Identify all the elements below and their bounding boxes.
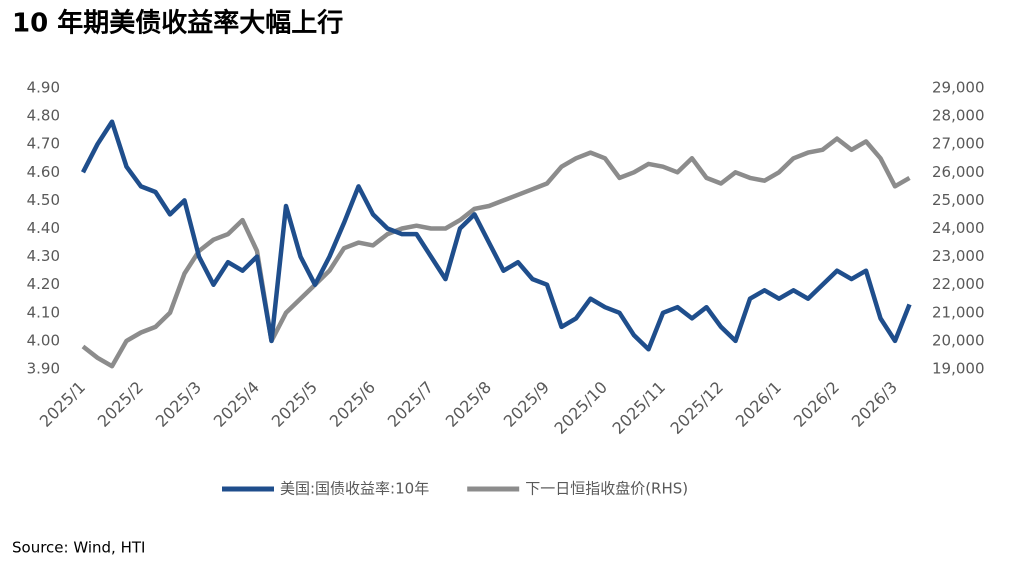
- y-tick-label: 4.00: [27, 331, 60, 349]
- x-tick-label: 2025/1: [36, 378, 89, 431]
- y2-tick-label: 20,000: [932, 331, 985, 349]
- y-tick-label: 4.10: [27, 303, 60, 321]
- x-tick-label: 2026/3: [848, 378, 901, 431]
- x-tick-label: 2025/8: [442, 378, 495, 431]
- y2-tick-label: 28,000: [932, 107, 985, 125]
- y2-tick-label: 29,000: [932, 79, 985, 97]
- y-tick-label: 3.90: [27, 360, 60, 378]
- series-line: [81, 136, 911, 369]
- y2-tick-label: 25,000: [932, 191, 985, 209]
- y-tick-label: 4.30: [27, 247, 60, 265]
- x-tick-label: 2025/6: [326, 378, 379, 431]
- x-tick-label: 2025/10: [551, 378, 611, 438]
- x-tick-label: 2025/3: [152, 378, 205, 431]
- x-tick-label: 2025/7: [384, 378, 437, 431]
- x-tick-label: 2025/9: [500, 378, 553, 431]
- y-tick-label: 4.80: [27, 107, 60, 125]
- x-tick-label: 2025/2: [94, 378, 147, 431]
- y2-tick-label: 27,000: [932, 135, 985, 153]
- x-tick-label: 2026/1: [732, 378, 785, 431]
- y2-tick-label: 22,000: [932, 275, 985, 293]
- y2-tick-label: 24,000: [932, 219, 985, 237]
- x-tick-label: 2025/11: [609, 378, 669, 438]
- x-tick-label: 2025/4: [210, 378, 263, 431]
- source: Source: Wind, HTI: [12, 539, 145, 557]
- series-line: [81, 119, 912, 352]
- y-tick-label: 4.90: [27, 79, 60, 97]
- y2-tick-label: 21,000: [932, 303, 985, 321]
- y2-tick-label: 23,000: [932, 247, 985, 265]
- y-tick-label: 4.50: [27, 191, 60, 209]
- legend-label: 下一日恒指收盘价(RHS): [525, 480, 688, 498]
- y-tick-label: 4.60: [27, 163, 60, 181]
- chart-title: 10 年期美债收益率大幅上行: [12, 8, 343, 39]
- y2-tick-label: 19,000: [932, 360, 985, 378]
- x-tick-label: 2025/12: [667, 378, 727, 438]
- x-tick-label: 2026/2: [790, 378, 843, 431]
- y-tick-label: 4.20: [27, 275, 60, 293]
- y-tick-label: 4.70: [27, 135, 60, 153]
- x-tick-label: 2025/5: [268, 378, 321, 431]
- y-tick-label: 4.40: [27, 219, 60, 237]
- legend-label: 美国:国债收益率:10年: [280, 480, 429, 498]
- y2-tick-label: 26,000: [932, 163, 985, 181]
